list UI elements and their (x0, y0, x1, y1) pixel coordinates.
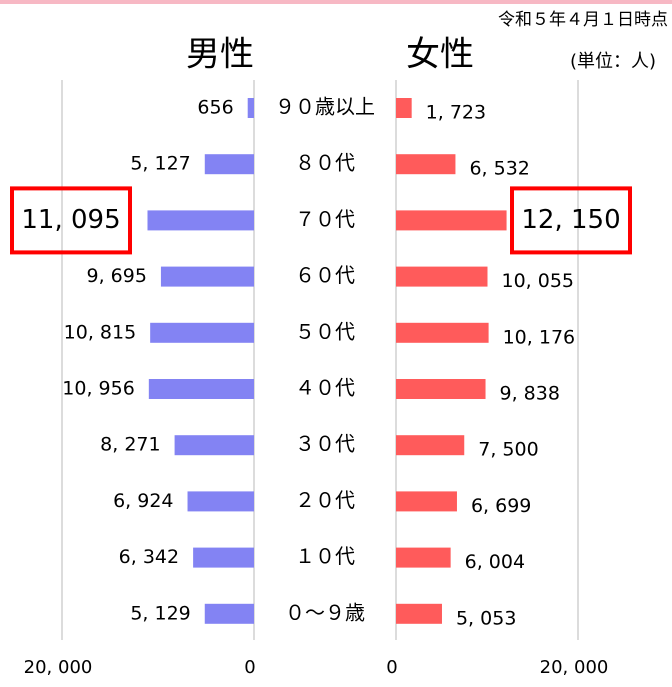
bar (174, 435, 254, 456)
bar (396, 379, 486, 399)
bar (396, 322, 489, 343)
category-label: ５０代 (295, 319, 355, 343)
value-label: 8, 271 (100, 434, 160, 456)
value-label: 7, 500 (478, 439, 538, 461)
category-label: ７０代 (295, 207, 355, 231)
bar (150, 322, 254, 343)
value-label: 6, 924 (113, 490, 173, 512)
female-heading: 女性 (406, 35, 474, 75)
value-label: 656 (197, 97, 233, 119)
bar (148, 379, 254, 399)
value-label: 10, 176 (503, 326, 576, 348)
bar (396, 266, 488, 287)
x-tick-label: 0 (244, 657, 255, 678)
value-label: 6, 342 (119, 546, 179, 568)
category-label: １０代 (295, 544, 355, 568)
bar (396, 435, 465, 456)
bar (160, 266, 254, 287)
highlight-box (510, 186, 632, 255)
bar (396, 154, 456, 175)
category-label: ８０代 (295, 151, 355, 175)
value-label: 12, 150 (521, 205, 620, 235)
value-label: 10, 055 (502, 270, 575, 292)
value-label: 6, 532 (469, 158, 529, 180)
male-heading: 男性 (186, 35, 254, 75)
value-label: 9, 838 (500, 383, 560, 405)
value-label: 5, 053 (456, 607, 516, 629)
value-label: 5, 127 (130, 153, 190, 175)
value-label: 11, 095 (21, 205, 120, 235)
category-label: ０～９歳 (285, 600, 365, 624)
bar (396, 491, 457, 512)
value-label: 6, 699 (471, 495, 531, 517)
date-note: 令和５年４月１日時点 (498, 10, 668, 30)
x-tick-label: 0 (386, 657, 397, 678)
x-tick-label: 20, 000 (540, 657, 609, 678)
bar (247, 98, 254, 118)
x-tick-label: 20, 000 (24, 657, 93, 678)
highlight-box (10, 186, 132, 255)
category-label: ４０代 (295, 376, 355, 400)
category-label: ２０代 (295, 488, 355, 512)
bar (396, 603, 442, 624)
category-label: ６０代 (295, 263, 355, 287)
bar (396, 210, 507, 231)
bar (147, 210, 254, 231)
top-stripe (0, 0, 672, 4)
bar (396, 547, 451, 568)
bar (204, 603, 254, 624)
value-label: 5, 129 (130, 602, 190, 624)
value-label: 6, 004 (465, 551, 525, 573)
unit-note: (単位：人) (570, 51, 656, 72)
value-label: 10, 815 (64, 321, 137, 343)
value-label: 1, 723 (426, 102, 486, 124)
bar (193, 547, 254, 568)
value-label: 9, 695 (86, 265, 146, 287)
value-label: 10, 956 (62, 378, 135, 400)
bar (396, 98, 412, 118)
bar (187, 491, 254, 512)
category-label: ９０歳以上 (275, 95, 375, 119)
category-label: ３０代 (295, 432, 355, 456)
bar (204, 154, 254, 175)
